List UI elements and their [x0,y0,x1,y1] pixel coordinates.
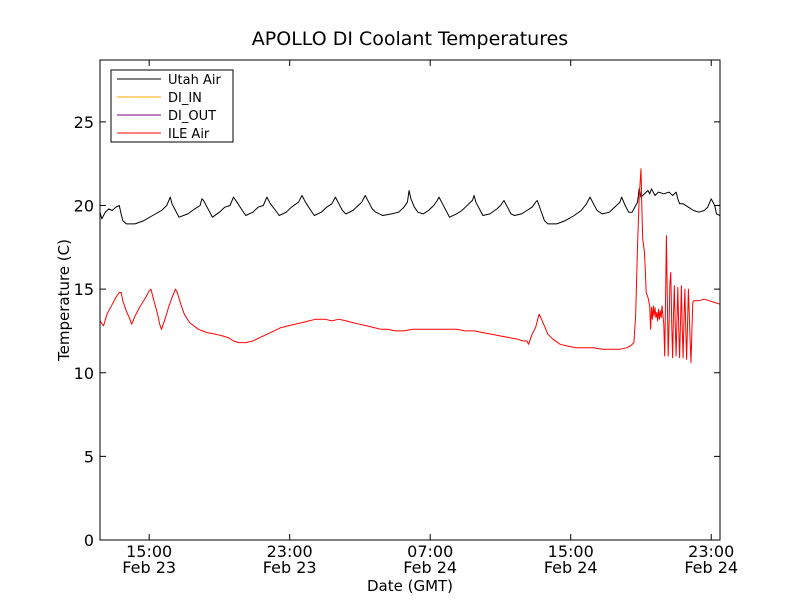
legend-label-utah-air: Utah Air [168,73,221,88]
x-tick-date-label: Feb 24 [684,558,738,577]
y-tick-label: 10 [74,364,94,383]
y-tick-label: 5 [84,447,94,466]
legend-label-di-in: DI_IN [168,91,202,106]
legend: Utah Air DI_IN DI_OUT ILE Air [110,69,234,143]
x-tick-time-label: 23:00 [267,542,313,561]
series-line-utah-air [99,188,721,225]
x-axis-label: Date (GMT) [367,577,453,595]
y-tick-label: 15 [74,280,94,299]
series-lines [99,168,721,364]
x-tick-time-label: 15:00 [126,542,172,561]
legend-label-ile-air: ILE Air [168,127,210,142]
y-tick-label: 20 [74,197,94,216]
y-axis-label: Temperature (C) [55,239,73,362]
y-tick-label: 25 [74,113,94,132]
x-tick-date-label: Feb 24 [544,558,598,577]
legend-label-di-out: DI_OUT [168,109,216,124]
y-axis-ticks: 0 5 10 15 20 25 [74,113,720,550]
plot-frame [99,59,721,541]
x-tick-date-label: Feb 23 [263,558,317,577]
x-tick-date-label: Feb 23 [122,558,176,577]
x-tick-time-label: 23:00 [688,542,734,561]
series-line-ile-air [99,168,721,364]
x-tick-time-label: 07:00 [407,542,453,561]
chart-title: APOLLO DI Coolant Temperatures [252,28,568,50]
x-tick-date-label: Feb 24 [403,558,457,577]
legend-frame [110,69,234,143]
x-tick-time-label: 15:00 [548,542,594,561]
y-tick-label: 0 [84,531,94,550]
